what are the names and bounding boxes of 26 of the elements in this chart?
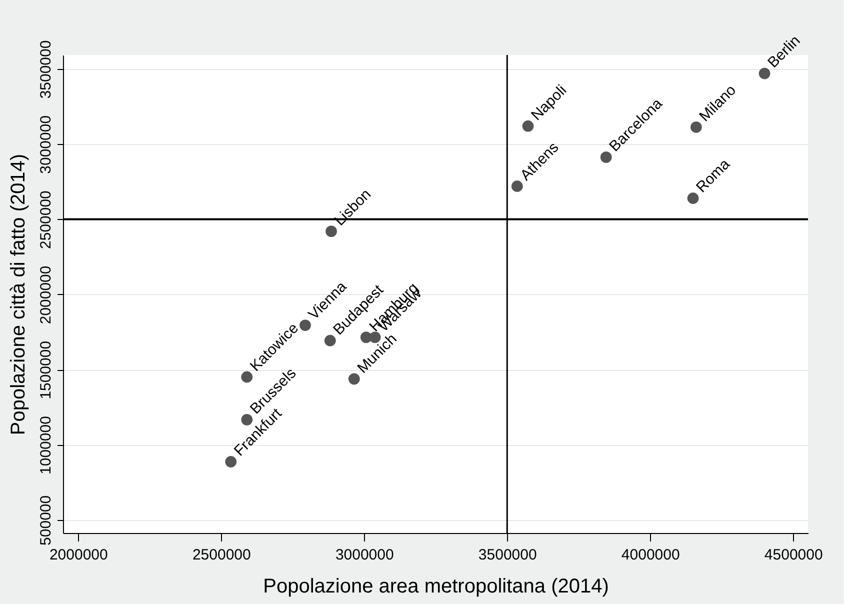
y-tick-label: 3500000 [38,40,54,99]
point [687,192,699,204]
y-tick-label: 1000000 [38,416,54,474]
y-tick-label: 1500000 [38,340,54,400]
point [522,120,534,132]
x-tick-label: 2500000 [192,546,251,564]
x-axis-title: Popolazione area metropolitana (2014) [263,576,609,598]
point [600,152,612,163]
x-tick-label: 4500000 [764,546,823,564]
point [511,180,523,192]
point [324,334,336,346]
point [758,68,770,80]
y-axis-title: Popolazione città di fatto (2014) [8,154,30,436]
x-tick-label: 3000000 [335,546,394,564]
x-tick-label: 2000000 [49,546,108,564]
x-tick-label: 3500000 [478,546,537,564]
point [326,226,337,238]
y-tick-label: 500000 [38,495,54,546]
y-tick-label: 2500000 [38,190,54,249]
point [300,320,311,331]
point [348,373,360,385]
point [690,121,702,133]
y-tick-label: 3000000 [38,115,54,174]
x-tick-label: 4000000 [621,546,680,564]
point [225,456,237,468]
y-tick-label: 2000000 [38,266,54,324]
